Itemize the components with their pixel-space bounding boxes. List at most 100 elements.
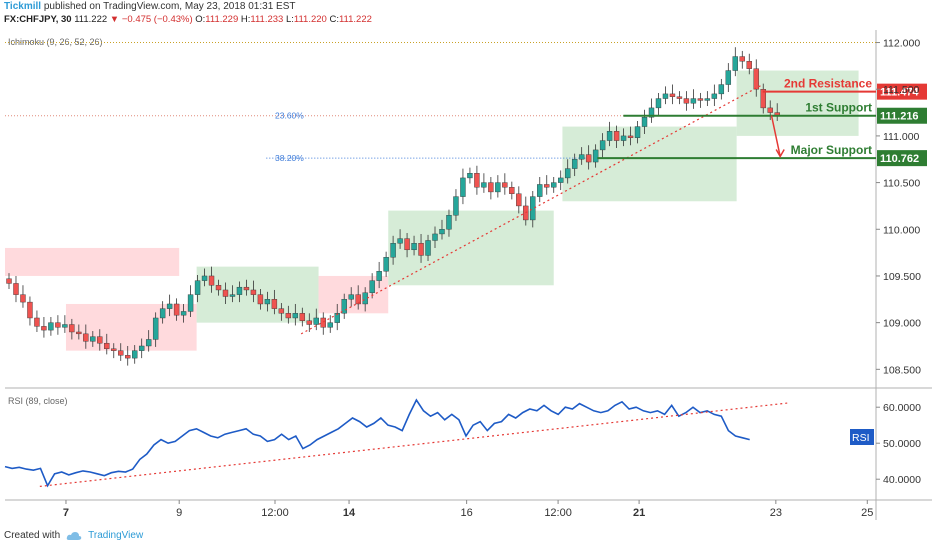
candle-body — [229, 294, 236, 297]
candle-body — [390, 243, 396, 258]
candle-body — [648, 107, 655, 118]
rsi-line — [4, 398, 750, 488]
candle-body — [760, 89, 766, 109]
candle-body — [439, 229, 445, 235]
candle-body — [711, 93, 718, 99]
candle-body — [599, 140, 606, 151]
rsi-badge-label: RSI — [852, 432, 870, 444]
open-label: O: — [195, 14, 206, 25]
level-price-value: 110.762 — [880, 153, 919, 165]
candle-body — [495, 182, 501, 193]
candle-body — [180, 311, 187, 316]
price-tick-label: 111.500 — [883, 84, 920, 96]
level-price-badge — [877, 83, 927, 100]
candle-body — [145, 339, 152, 347]
candle-body — [369, 280, 375, 293]
tradingview-link[interactable]: TradingView — [88, 530, 144, 541]
candle-body — [97, 336, 103, 344]
candle-body — [753, 68, 759, 90]
candle-body — [509, 187, 515, 194]
projection-arrow — [770, 115, 781, 157]
candle-body — [215, 285, 222, 291]
candle-body — [166, 303, 173, 309]
price-tick-label: 109.500 — [883, 271, 921, 283]
candle-body — [278, 308, 285, 314]
ichimoku-label[interactable]: Ichimoku (9, 26, 52, 26) — [8, 37, 103, 47]
candle-body — [481, 182, 487, 188]
candle-body — [243, 286, 250, 291]
candle-body — [159, 308, 166, 319]
candle-body — [27, 301, 33, 319]
time-tick-label: 12:00 — [261, 507, 289, 519]
ichimoku-cloud-segment — [562, 126, 737, 202]
fibonacci-label: 23.60% — [275, 111, 304, 121]
close-label: C: — [329, 14, 339, 25]
last-price: 111.222 — [74, 14, 108, 25]
candle-body — [460, 177, 466, 197]
footer: Created with TradingView — [4, 530, 143, 541]
candle-body — [739, 56, 745, 62]
rsi-label[interactable]: RSI (89, close) — [8, 396, 68, 406]
candle-body — [676, 96, 683, 99]
candle-body — [236, 286, 243, 295]
symbol-label[interactable]: FX:CHFJPY, 30 — [4, 14, 72, 25]
price-tick-label: 110.000 — [883, 224, 920, 236]
candle-body — [585, 154, 592, 163]
candle-body — [320, 317, 326, 328]
candle-body — [327, 322, 333, 328]
candle-body — [348, 294, 354, 300]
candle-body — [655, 98, 662, 109]
candle-body — [118, 350, 124, 356]
time-tick-label: 12:00 — [544, 507, 572, 519]
open-value: 111.229 — [205, 14, 239, 25]
created-with-label: Created with — [4, 530, 61, 541]
candle-body — [551, 182, 557, 188]
candle-body — [138, 345, 145, 351]
candle-body — [48, 322, 54, 331]
quote-line: FX:CHFJPY, 30 111.222 ▼ −0.475 (−0.43%) … — [4, 14, 372, 25]
high-value: 111.233 — [250, 14, 284, 25]
candle-body — [250, 289, 257, 295]
candle-body — [453, 196, 459, 216]
rsi-tick-label: 40.0000 — [883, 474, 921, 486]
candle-body — [132, 350, 138, 359]
candle-body — [334, 313, 340, 323]
candle-body — [697, 98, 704, 101]
rsi-badge — [850, 429, 874, 445]
candle-body — [488, 182, 494, 193]
candle-body — [571, 159, 578, 169]
candle-body — [537, 184, 543, 197]
candle-body — [111, 348, 117, 351]
candle-body — [732, 56, 739, 71]
time-tick-label: 21 — [633, 507, 645, 519]
candle-body — [767, 107, 773, 113]
candle-body — [222, 289, 229, 297]
price-tick-label: 109.000 — [883, 318, 921, 330]
candle-body — [285, 313, 292, 319]
price-change: −0.475 (−0.43%) — [121, 14, 193, 25]
fibonacci-label: 38.20% — [275, 153, 304, 163]
candle-body — [313, 317, 319, 325]
time-tick-label: 14 — [343, 507, 356, 519]
candle-body — [411, 243, 417, 251]
candle-body — [558, 177, 564, 183]
publisher-name[interactable]: Tickmill — [4, 1, 42, 12]
candle-body — [690, 98, 697, 104]
candle-body — [76, 331, 82, 335]
publish-info: published on TradingView.com, May 23, 20… — [43, 1, 296, 12]
candle-body — [592, 149, 599, 163]
candle-body — [257, 294, 264, 305]
candle-body — [90, 336, 96, 342]
candle-body — [201, 275, 208, 281]
candle-body — [376, 271, 382, 281]
candle-body — [502, 182, 508, 188]
candle-body — [544, 184, 550, 188]
candle-body — [187, 294, 194, 312]
candle-body — [564, 168, 571, 179]
candle-body — [474, 173, 480, 188]
candle-body — [41, 326, 47, 331]
candle-body — [194, 280, 201, 295]
candle-body — [34, 317, 40, 327]
projection-arrow-head — [775, 149, 785, 158]
